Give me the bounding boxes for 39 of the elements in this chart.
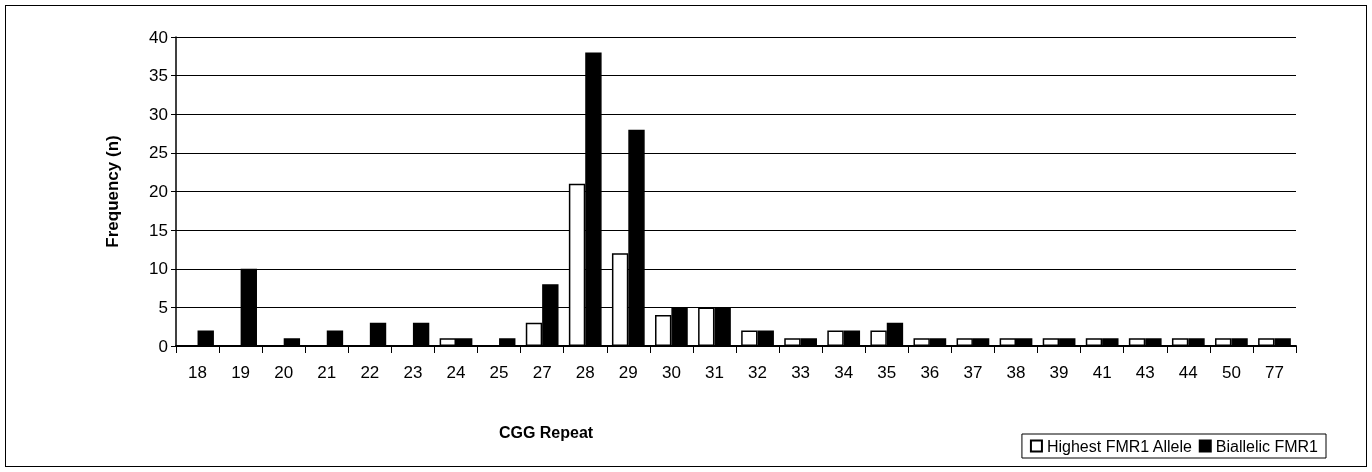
- x-tick-label: 33: [791, 363, 811, 382]
- x-tick-label: 38: [1006, 363, 1026, 382]
- x-axis-title: CGG Repeat: [498, 423, 594, 441]
- y-tick-label: 20: [149, 182, 168, 201]
- y-axis-title: Frequency (n): [103, 135, 122, 248]
- x-tick-label: 21: [317, 363, 337, 382]
- x-tick-label: 27: [532, 363, 552, 382]
- x-tick-label: 36: [920, 363, 940, 382]
- x-tick-label: 35: [877, 363, 897, 382]
- x-tick-label: 23: [403, 363, 423, 382]
- y-tick-label: 25: [149, 143, 168, 163]
- legend-label: Highest FMR1 Allele: [1046, 437, 1192, 455]
- x-tick-label: 34: [834, 363, 854, 382]
- x-tick-label: 41: [1092, 363, 1112, 382]
- y-tick-label: 40: [149, 27, 168, 47]
- x-tick-label: 77: [1265, 363, 1284, 382]
- x-tick-label: 20: [274, 363, 294, 382]
- x-tick-label: 25: [489, 363, 509, 382]
- x-tick-label: 22: [360, 363, 380, 382]
- x-tick-label: 44: [1178, 363, 1198, 382]
- x-tick-label: 50: [1221, 363, 1241, 382]
- y-tick-label: 10: [149, 259, 168, 279]
- legend-label: Biallelic FMR1: [1215, 437, 1319, 455]
- x-tick-label: 19: [231, 363, 251, 382]
- x-tick-label: 37: [963, 363, 983, 382]
- y-tick-label: 5: [158, 297, 168, 317]
- x-tick-label: 43: [1135, 363, 1155, 382]
- y-tick-label: 35: [149, 66, 168, 86]
- x-tick-label: 30: [661, 363, 681, 382]
- y-tick-label: 0: [158, 336, 168, 356]
- y-tick-label: 15: [149, 220, 168, 240]
- x-tick-label: 31: [705, 363, 724, 382]
- x-tick-label: 39: [1049, 363, 1069, 382]
- x-tick-label: 28: [575, 363, 595, 382]
- y-tick-label: 30: [149, 104, 168, 124]
- x-tick-label: 32: [748, 363, 767, 382]
- x-tick-label: 18: [188, 363, 207, 382]
- x-tick-label: 24: [446, 363, 466, 382]
- x-tick-label: 29: [618, 363, 638, 382]
